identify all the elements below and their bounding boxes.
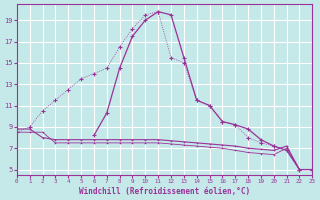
X-axis label: Windchill (Refroidissement éolien,°C): Windchill (Refroidissement éolien,°C) xyxy=(79,187,250,196)
